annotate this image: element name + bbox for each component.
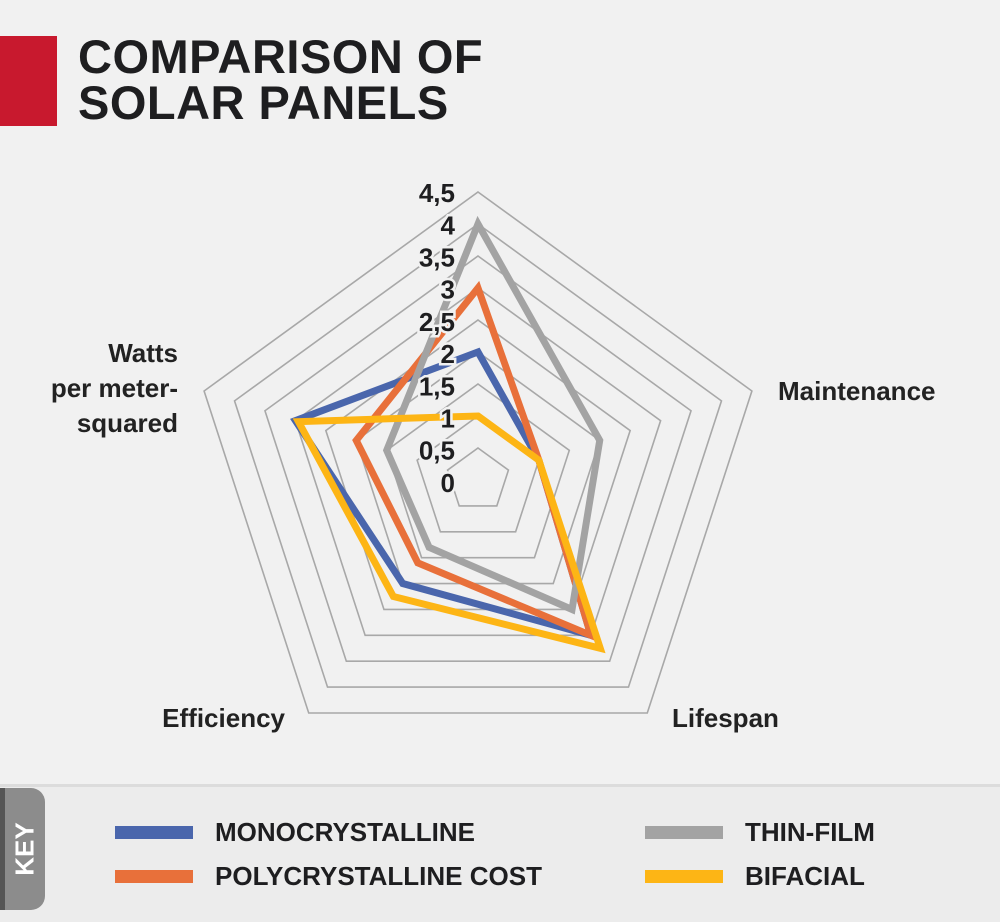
grid <box>203 191 753 714</box>
legend-swatch <box>645 870 723 883</box>
legend-label: BIFACIAL <box>745 861 865 891</box>
chart-title: COMPARISON OF SOLAR PANELS <box>78 30 484 129</box>
tick-label: 2 <box>441 339 455 369</box>
axis-label: squared <box>77 408 178 438</box>
axis-label: Efficiency <box>162 703 285 733</box>
tick-label: 4,5 <box>419 178 455 208</box>
axis-label: Maintenance <box>778 376 936 406</box>
axis-label: per meter- <box>51 373 178 403</box>
legend-item-monocrystalline: MONOCRYSTALLINE <box>115 817 475 848</box>
series-line-thin-film <box>382 215 604 615</box>
series-line-polycrystalline-cost <box>352 280 597 642</box>
tick-label: 2,5 <box>419 307 455 337</box>
tick-labels: 00,511,522,533,544,5 <box>416 176 458 501</box>
legend-swatch <box>115 870 193 883</box>
legend-item-thin-film: THIN-FILM <box>645 817 875 848</box>
legend-label: POLYCRYSTALLINE COST <box>215 861 542 891</box>
key-tab: KEY <box>0 788 45 910</box>
grid-ring <box>264 255 692 663</box>
legend-label: MONOCRYSTALLINE <box>215 817 475 847</box>
title-accent-block <box>0 36 57 126</box>
grid-ring <box>203 191 753 714</box>
legend-panel <box>0 784 1000 922</box>
axis-labels: Maintenance Lifespan Efficiency Watts per me… <box>51 338 936 733</box>
series-group <box>290 215 606 654</box>
grid-ring <box>324 319 632 611</box>
grid-ring <box>385 383 571 559</box>
legend-item-bifacial: BIFACIAL <box>645 861 865 892</box>
title-line-2: SOLAR PANELS <box>78 76 449 129</box>
tick-label: 0 <box>441 468 455 498</box>
axis-label: Lifespan <box>672 703 779 733</box>
series-line-bifacial <box>292 412 606 654</box>
tick-label: 0,5 <box>419 436 455 466</box>
key-label: KEY <box>9 822 40 876</box>
title-line-1: COMPARISON OF <box>78 30 484 83</box>
radar-chart: 00,511,522,533,544,5 Maintenance Lifespan… <box>50 176 936 733</box>
tick-label: 1,5 <box>419 371 455 401</box>
legend-label: THIN-FILM <box>745 817 875 847</box>
tick-label: 4 <box>441 210 456 240</box>
series-line-monocrystalline <box>290 347 597 641</box>
grid-ring <box>294 287 662 637</box>
tick-label: 3 <box>441 275 455 305</box>
grid-ring <box>355 351 601 585</box>
axis-label: Watts <box>108 338 178 368</box>
tick-label: 3,5 <box>419 242 455 272</box>
grid-ring <box>233 223 723 688</box>
grid-ring <box>446 447 510 507</box>
legend-item-polycrystalline: POLYCRYSTALLINE COST <box>115 861 542 892</box>
legend-swatch <box>645 826 723 839</box>
tick-label: 1 <box>441 403 455 433</box>
legend-swatch <box>115 826 193 839</box>
